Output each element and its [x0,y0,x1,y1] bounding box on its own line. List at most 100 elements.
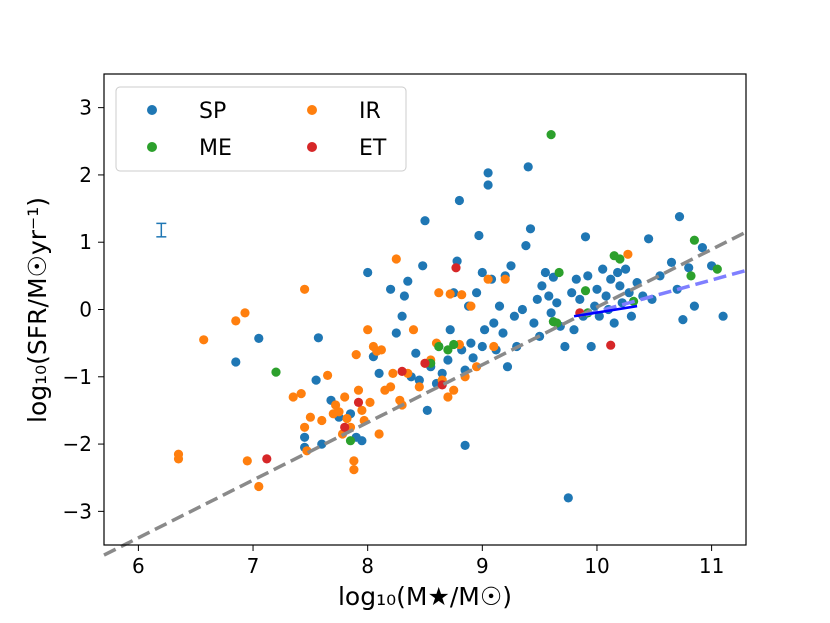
y-tick-label-3: 3 [79,96,92,120]
x-tick-label-6: 6 [132,554,145,578]
point-me-0 [271,367,281,377]
point-me-16 [689,235,700,245]
point-et-0 [262,454,272,464]
point-ir-5 [242,456,252,466]
point-sp-61 [525,224,536,234]
point-sp-14 [374,368,384,378]
point-sp-51 [494,301,505,311]
point-ir-14 [323,370,333,380]
point-ir-22 [349,465,359,475]
point-ir-4 [240,308,250,318]
axis-ticks: 6 7 8 9 10 11 −3 −2 −1 0 1 2 3 [63,96,725,578]
point-ir-54 [466,301,476,311]
point-sp-49 [489,318,499,328]
point-sp-66 [540,267,551,278]
point-sp-86 [601,291,611,301]
point-sp-81 [586,341,596,352]
point-sp-54 [502,362,513,372]
point-sp-59 [521,241,531,251]
legend-label-et: ET [359,136,387,161]
legend-label-ir: IR [359,99,381,124]
point-sp-22 [414,375,424,385]
error-bar [156,222,167,238]
point-ir-41 [408,325,419,335]
series-me [271,130,722,446]
point-me-17 [712,264,722,274]
point-me-9 [554,267,564,278]
point-sp-18 [399,291,409,301]
point-sp-80 [583,271,593,281]
point-sp-77 [575,294,585,304]
point-ir-58 [500,274,510,284]
point-sp-52 [498,328,508,338]
point-sp-90 [613,267,623,278]
point-ir-19 [340,392,350,402]
point-ir-42 [414,382,424,392]
y-tick-label-0: 0 [79,298,92,322]
x-tick-label-11: 11 [699,554,724,578]
point-sp-6 [317,439,327,449]
point-ir-13 [317,415,327,426]
point-sp-25 [422,405,432,415]
point-sp-45 [480,325,490,335]
point-ir-28 [363,325,373,335]
point-ir-9 [300,284,310,294]
point-me-3 [434,341,444,352]
point-ir-26 [357,405,367,415]
x-tick-label-10: 10 [584,554,609,578]
point-sp-47 [483,180,493,190]
y-tick-label--3: −3 [63,499,92,523]
point-sp-104 [678,315,688,325]
point-ir-46 [434,288,444,298]
plot-marks [103,130,747,557]
point-ir-2 [199,335,209,345]
fit-line-0 [103,230,747,557]
point-me-10 [580,286,591,296]
point-sp-23 [418,261,428,271]
fit-line-1 [585,268,747,317]
point-ir-37 [391,254,401,264]
point-ir-36 [388,368,398,378]
point-sp-39 [466,338,476,348]
point-sp-98 [644,234,654,244]
series-et [262,263,616,464]
point-ir-20 [342,413,352,424]
point-sp-91 [615,281,625,291]
legend-marker-sp [147,105,157,115]
point-sp-103 [674,212,685,222]
point-ir-35 [386,382,396,392]
point-sp-1 [254,333,264,343]
point-sp-55 [506,261,516,271]
point-sp-30 [443,355,453,365]
point-sp-63 [532,294,542,304]
point-sp-4 [311,375,321,385]
point-et-8 [606,340,616,350]
point-ir-1 [173,454,184,464]
point-me-6 [546,130,556,140]
point-sp-29 [437,368,447,378]
point-sp-75 [569,325,579,335]
point-sp-74 [567,288,577,298]
legend-marker-ir [307,105,317,115]
legend-label-me: ME [199,136,232,161]
point-et-1 [340,422,350,432]
y-tick-label-1: 1 [79,230,92,254]
x-tick-label-9: 9 [476,554,489,578]
point-ir-12 [305,412,315,422]
point-sp-95 [626,311,637,321]
point-ir-29 [365,397,375,407]
x-tick-label-8: 8 [361,554,374,578]
y-tick-label--1: −1 [63,365,92,389]
fit-line-2 [573,304,638,318]
point-sp-76 [571,274,581,284]
point-me-5 [449,339,459,350]
point-sp-73 [563,493,573,503]
y-tick-label-2: 2 [79,163,92,187]
y-tick-label--2: −2 [63,432,92,456]
point-ir-55 [472,362,482,372]
point-sp-2 [300,432,310,442]
legend-marker-me [147,142,157,152]
point-sp-58 [517,304,528,315]
point-sp-60 [523,162,533,172]
